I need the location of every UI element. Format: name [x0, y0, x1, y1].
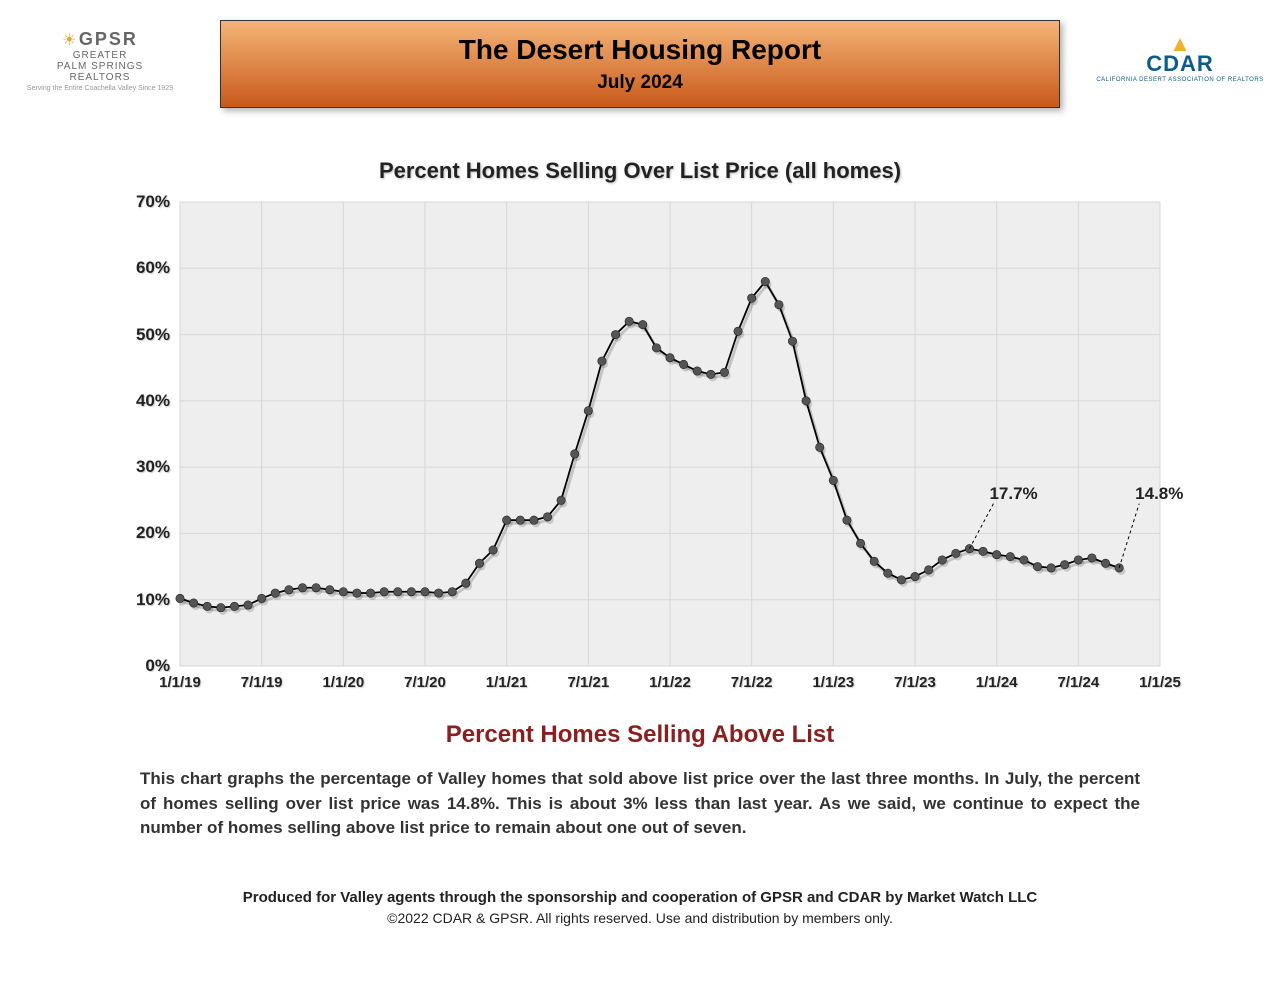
- section-title: Percent Homes Selling Above List: [0, 721, 1280, 749]
- chart-title: Percent Homes Selling Over List Price (a…: [120, 158, 1160, 184]
- gpsr-logo: ☀ GPSR GREATER PALM SPRINGS REALTORS Ser…: [10, 20, 190, 100]
- footer: Produced for Valley agents through the s…: [0, 889, 1280, 926]
- chart-svg: [180, 202, 1160, 666]
- sun-icon: ☀: [62, 32, 76, 49]
- y-axis-label: 60%: [136, 258, 170, 278]
- footer-line-1: Produced for Valley agents through the s…: [0, 889, 1280, 906]
- x-axis-label: 7/1/23: [894, 674, 936, 691]
- x-axis-label: 1/1/22: [649, 674, 691, 691]
- x-axis-label: 7/1/22: [731, 674, 773, 691]
- x-axis-label: 7/1/24: [1057, 674, 1099, 691]
- y-axis-label: 50%: [136, 325, 170, 345]
- chart-callout: 14.8%: [1135, 484, 1183, 504]
- x-axis-label: 1/1/24: [976, 674, 1018, 691]
- chart-plot-area: 0%10%20%30%40%50%60%70%1/1/197/1/191/1/2…: [180, 202, 1160, 666]
- report-date: July 2024: [597, 72, 683, 94]
- y-axis-label: 10%: [136, 590, 170, 610]
- y-axis-label: 70%: [136, 192, 170, 212]
- y-axis-label: 0%: [145, 656, 170, 676]
- x-axis-label: 1/1/19: [159, 674, 201, 691]
- x-axis-label: 1/1/23: [812, 674, 854, 691]
- x-axis-label: 1/1/21: [486, 674, 528, 691]
- x-axis-label: 1/1/20: [322, 674, 364, 691]
- chart-callout: 17.7%: [989, 484, 1037, 504]
- header-row: ☀ GPSR GREATER PALM SPRINGS REALTORS Ser…: [0, 0, 1280, 108]
- y-axis-label: 40%: [136, 391, 170, 411]
- x-axis-label: 7/1/20: [404, 674, 446, 691]
- report-title: The Desert Housing Report: [459, 34, 821, 66]
- section-body: This chart graphs the percentage of Vall…: [140, 767, 1140, 841]
- y-axis-label: 30%: [136, 457, 170, 477]
- cdar-logo: ▲ CDAR CALIFORNIA DESERT ASSOCIATION OF …: [1090, 20, 1270, 100]
- chart-container: Percent Homes Selling Over List Price (a…: [120, 158, 1160, 666]
- x-axis-label: 1/1/25: [1139, 674, 1181, 691]
- footer-line-2: ©2022 CDAR & GPSR. All rights reserved. …: [0, 910, 1280, 926]
- roof-icon: ▲: [1169, 37, 1191, 50]
- y-axis-label: 20%: [136, 523, 170, 543]
- x-axis-label: 7/1/21: [567, 674, 609, 691]
- title-banner: The Desert Housing Report July 2024: [220, 20, 1060, 108]
- x-axis-label: 7/1/19: [241, 674, 283, 691]
